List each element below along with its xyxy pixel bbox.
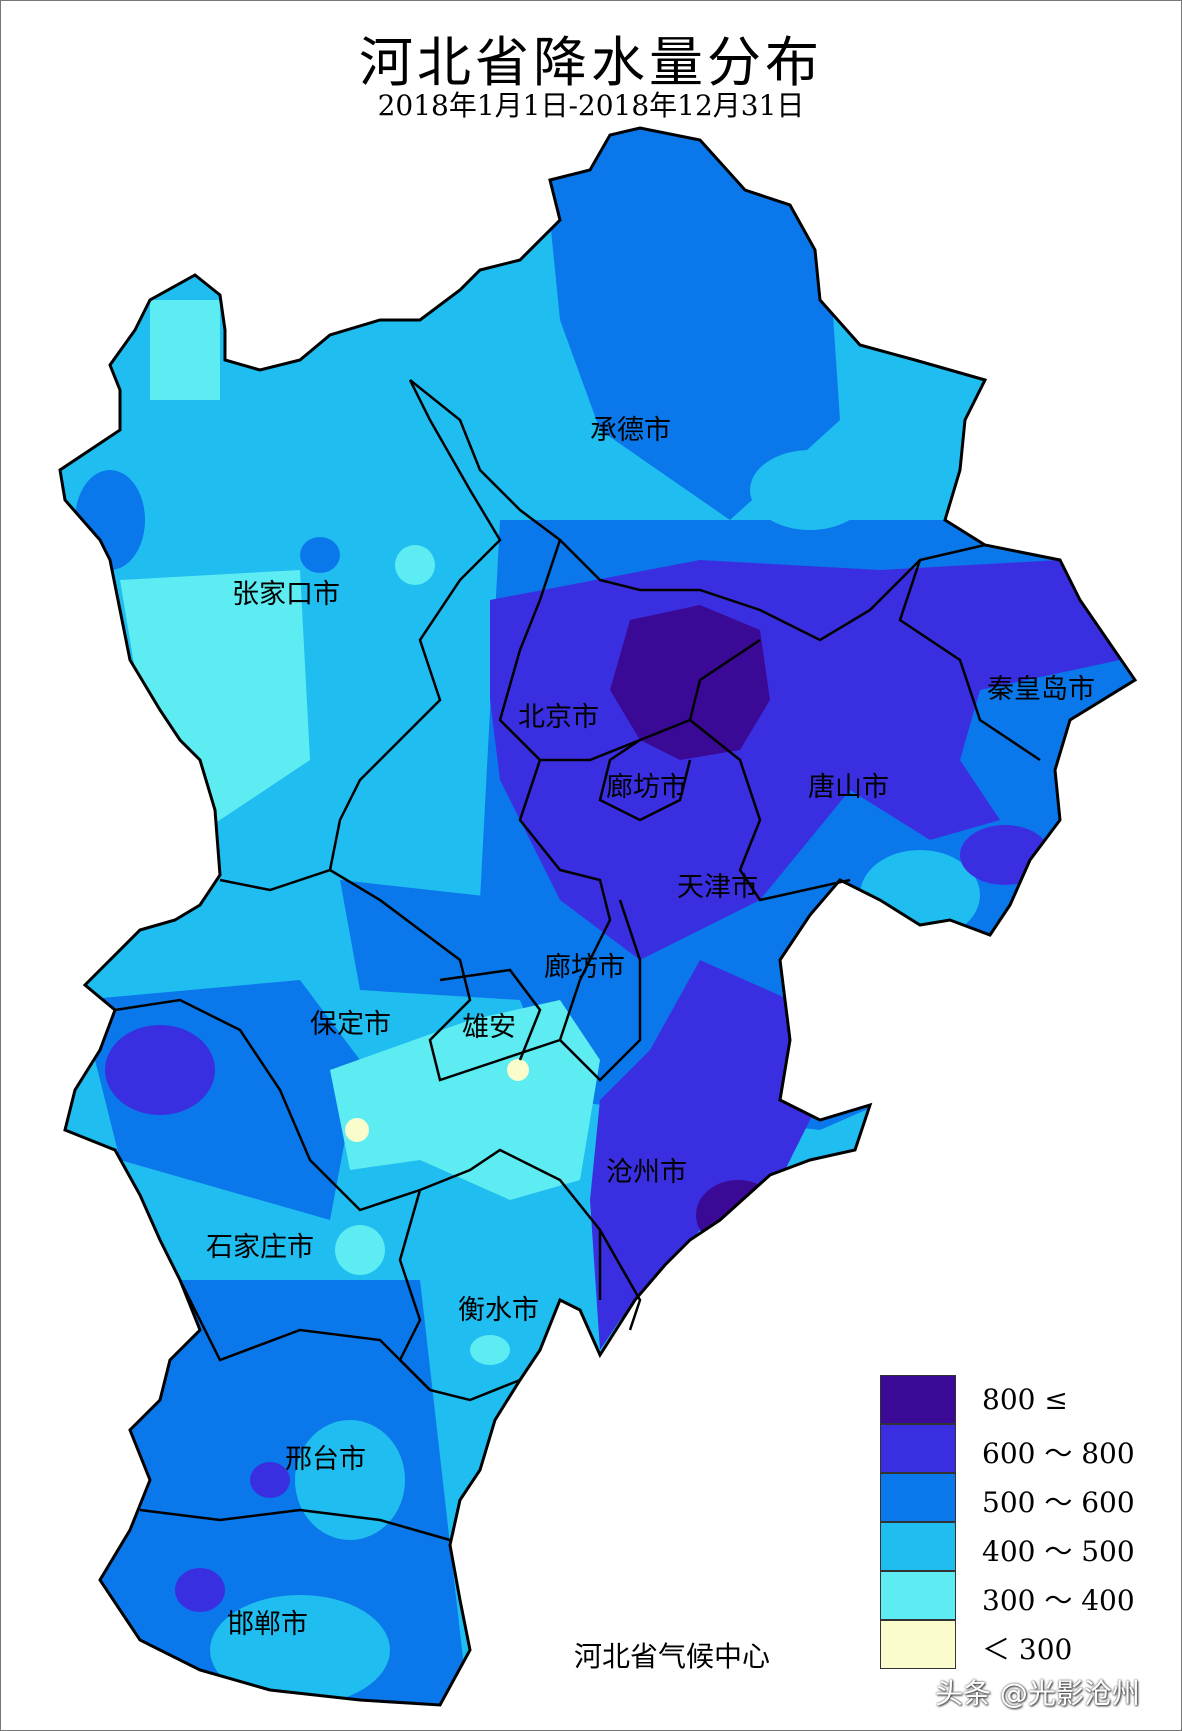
city-label-beijing: 北京市 — [518, 702, 599, 733]
city-label-tianjin: 天津市 — [677, 872, 758, 903]
zone-300-400-sjz-spot — [335, 1225, 385, 1275]
zone-400-500-handan — [210, 1595, 390, 1705]
legend-item: 600 ～ 800 — [880, 1424, 1180, 1473]
legend-swatch — [880, 1473, 956, 1522]
legend-swatch — [880, 1375, 956, 1424]
legend-label: ＜ 300 — [982, 1633, 1073, 1666]
border-beijing-west — [498, 539, 691, 762]
border-tangshan-qhd — [898, 559, 1041, 762]
city-label-cangzhou: 沧州市 — [606, 1157, 687, 1188]
legend-label: 800 ≤ — [982, 1383, 1068, 1416]
zone-300-400-zjk-north — [150, 300, 220, 400]
border-baoding-east — [329, 868, 561, 1082]
zone-600-800-qhd-south — [960, 825, 1050, 885]
zone-600-800-handan-spot — [175, 1568, 225, 1612]
legend-item: 500 ～ 600 — [880, 1473, 1180, 1522]
zone-600-800-cangzhou — [590, 960, 820, 1350]
map-subtitle: 2018年1月1日-2018年12月31日 — [377, 89, 805, 122]
legend-label: 500 ～ 600 — [982, 1486, 1135, 1519]
legend-item: 400 ～ 500 — [880, 1522, 1180, 1571]
map-title: 河北省降水量分布 — [359, 31, 823, 94]
city-label-baoding: 保定市 — [310, 1009, 391, 1040]
zone-lt300-spot-2 — [507, 1059, 529, 1081]
legend-swatch — [880, 1620, 956, 1669]
city-label-hengshui: 衡水市 — [458, 1295, 539, 1326]
city-label-qinhuangdao: 秦皇岛市 — [987, 674, 1095, 705]
legend-swatch — [880, 1424, 956, 1473]
city-label-handan: 邯郸市 — [227, 1609, 308, 1640]
zone-800-plus-cangzhou — [696, 1180, 780, 1250]
border-xiongan — [439, 968, 542, 1061]
legend-label: 300 ～ 400 — [982, 1584, 1135, 1617]
zone-400-500-chengde-east — [750, 450, 870, 530]
legend-swatch — [880, 1522, 956, 1571]
border-sjz-north — [114, 998, 602, 1300]
city-borders — [114, 379, 1041, 1542]
watermark: 头条 @光影沧州 — [935, 1677, 1140, 1710]
legend-label: 600 ～ 800 — [982, 1437, 1135, 1470]
city-label-xingtai: 邢台市 — [285, 1444, 366, 1475]
border-langfang-south — [518, 759, 642, 1082]
source-credit: 河北省气候中心 — [574, 1640, 771, 1673]
legend-label: 400 ～ 500 — [982, 1535, 1135, 1568]
zone-400-500-xingtai — [295, 1420, 405, 1540]
zone-300-400-hengshui-spot — [470, 1335, 510, 1365]
city-label-tangshan: 唐山市 — [808, 772, 889, 803]
legend-item: 300 ～ 400 — [880, 1571, 1180, 1620]
zone-500-600-zjk-spot — [300, 537, 340, 573]
zone-500-600-chengde — [540, 128, 840, 520]
legend-item: 800 ≤ — [880, 1375, 1180, 1424]
border-tianjin-tangshan — [689, 719, 851, 902]
city-label-langfang: 廊坊市 — [544, 952, 625, 983]
zone-500-600-xiongan — [340, 880, 520, 1000]
city-label-xiongan: 雄安 — [462, 1012, 516, 1043]
zone-600-800-baoding-west — [105, 1025, 215, 1115]
border-chengde-south — [409, 379, 986, 642]
city-label-zhangjiakou: 张家口市 — [232, 579, 340, 610]
zone-800-plus-beijing — [610, 605, 770, 760]
zone-300-400-zjk-spot — [395, 545, 435, 585]
zone-600-800-xingtai-spot — [250, 1462, 290, 1498]
legend-swatch — [880, 1571, 956, 1620]
city-label-shijiazhuang: 石家庄市 — [206, 1232, 314, 1263]
zone-500-600-zjk-west — [75, 470, 145, 570]
city-label-langfang-north: 廊坊市 — [606, 772, 687, 803]
legend-item: ＜ 300 — [880, 1620, 1180, 1669]
border-hengshui-cangzhou — [598, 1229, 642, 1331]
city-label-chengde: 承德市 — [590, 415, 671, 446]
border-langfang-north — [598, 738, 692, 822]
border-beijing-east — [688, 638, 761, 721]
border-sjz-xingtai — [158, 1239, 431, 1391]
border-xingtai-handan — [139, 1508, 451, 1542]
zone-lt300-spot-1 — [345, 1118, 369, 1142]
